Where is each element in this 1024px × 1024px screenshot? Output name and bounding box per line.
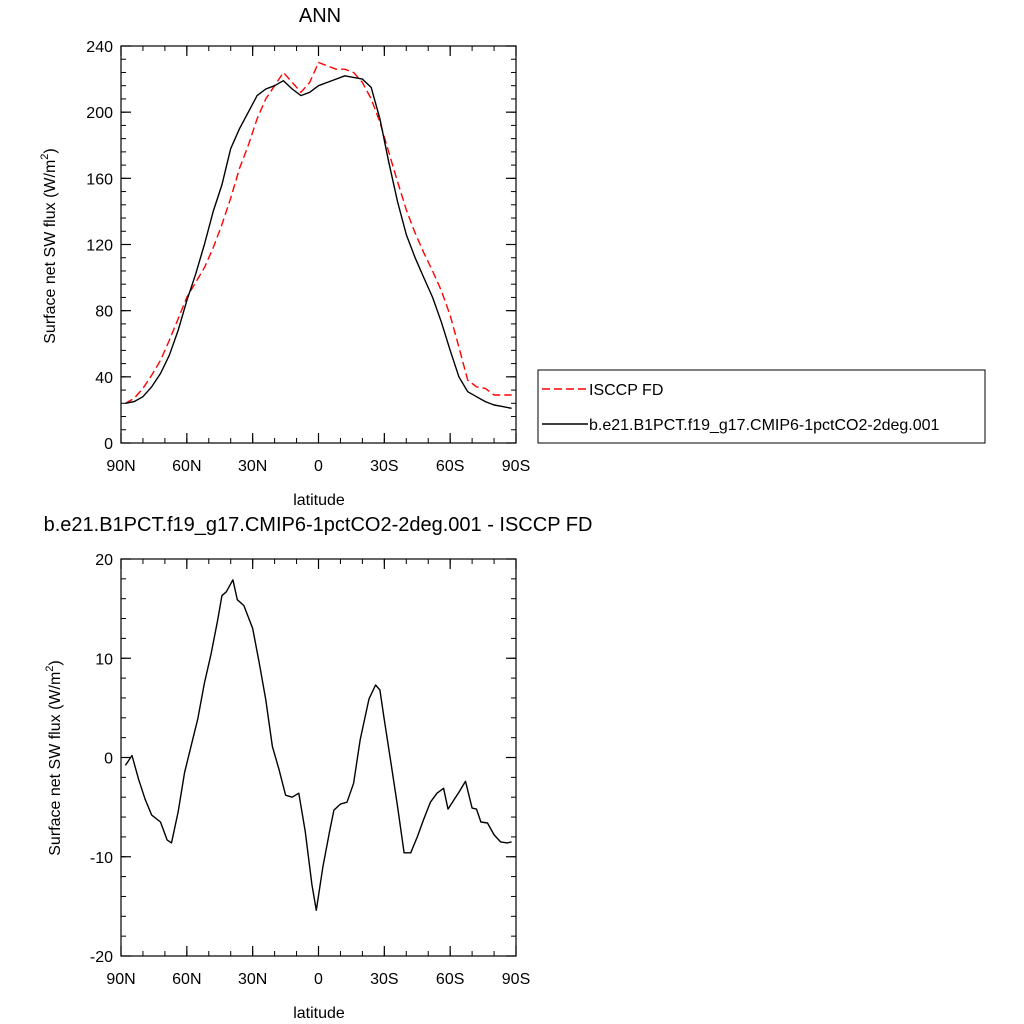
- legend-label-isccp: ISCCP FD: [589, 382, 663, 399]
- top-y-tick-label: 40: [95, 370, 113, 387]
- top-x-tick-label: 60N: [172, 458, 201, 475]
- bottom-panel: b.e21.B1PCT.f19_g17.CMIP6-1pctCO2-2deg.0…: [44, 514, 593, 1022]
- top-chart-title: ANN: [299, 5, 341, 27]
- top-y-axis-label-close: ): [42, 148, 59, 153]
- top-plot-area: 90N 60N 30N 0 30S 60S 90S 0 40 80 120 160 200 240: [86, 39, 530, 475]
- top-x-tick-label: 0: [314, 458, 323, 475]
- bottom-chart-title: b.e21.B1PCT.f19_g17.CMIP6-1pctCO2-2deg.0…: [44, 514, 593, 536]
- bottom-x-tick-label: 30S: [370, 971, 398, 988]
- top-y-axis-label-sup: 2: [39, 154, 51, 160]
- bottom-y-axis-label-main: Surface net SW flux (W/m: [47, 672, 64, 856]
- bottom-y-tick-label: 20: [95, 552, 113, 569]
- bottom-y-axis-label-sup: 2: [44, 666, 56, 672]
- top-x-tick-label: 30S: [370, 458, 398, 475]
- bottom-y-tick-label: 0: [104, 751, 113, 768]
- top-series-line-0: [125, 61, 512, 404]
- top-y-axis-label-main: Surface net SW flux (W/m: [42, 160, 59, 344]
- top-x-tick-label: 90N: [106, 458, 135, 475]
- bottom-y-tick-label: 10: [95, 651, 113, 668]
- top-y-axis-label: Surface net SW flux (W/m2): [39, 148, 59, 344]
- bottom-y-axis-label-close: ): [47, 660, 64, 665]
- top-x-tick-label: 90S: [502, 458, 530, 475]
- bottom-plot-area: 90N 60N 30N 0 30S 60S 90S -20 -10 0 10 20: [90, 552, 530, 988]
- bottom-series-line-0: [124, 579, 512, 911]
- bottom-x-tick-label: 30N: [238, 971, 267, 988]
- top-plot-frame: [120, 45, 517, 444]
- bottom-x-tick-label: 90S: [502, 971, 530, 988]
- top-legend: ISCCP FD b.e21.B1PCT.f19_g17.CMIP6-1pctC…: [537, 369, 986, 444]
- top-series-line-1: [125, 75, 512, 409]
- bottom-x-tick-label: 0: [314, 971, 323, 988]
- bottom-x-tick-label: 60S: [436, 971, 464, 988]
- top-y-tick-label: 120: [86, 238, 113, 255]
- bottom-x-tick-label: 90N: [106, 971, 135, 988]
- legend-box: [537, 369, 986, 444]
- bottom-y-tick-label: -10: [90, 850, 113, 867]
- top-y-tick-label: 160: [86, 171, 113, 188]
- top-panel: ANN 90N 60N 30N 0 30S 60S 90S 0 40 80 120 160 200 240…: [39, 5, 986, 509]
- bottom-y-tick-label: -20: [90, 949, 113, 966]
- top-y-tick-label: 240: [86, 39, 113, 56]
- top-x-axis-label: latitude: [293, 492, 345, 509]
- top-y-tick-label: 80: [95, 304, 113, 321]
- top-x-tick-label: 30N: [238, 458, 267, 475]
- bottom-y-axis-label: Surface net SW flux (W/m2): [44, 660, 64, 856]
- top-y-tick-label: 0: [104, 436, 113, 453]
- top-x-tick-label: 60S: [436, 458, 464, 475]
- bottom-x-axis-label: latitude: [293, 1005, 345, 1022]
- top-y-tick-label: 200: [86, 105, 113, 122]
- legend-label-model: b.e21.B1PCT.f19_g17.CMIP6-1pctCO2-2deg.0…: [589, 417, 940, 434]
- bottom-x-tick-label: 60N: [172, 971, 201, 988]
